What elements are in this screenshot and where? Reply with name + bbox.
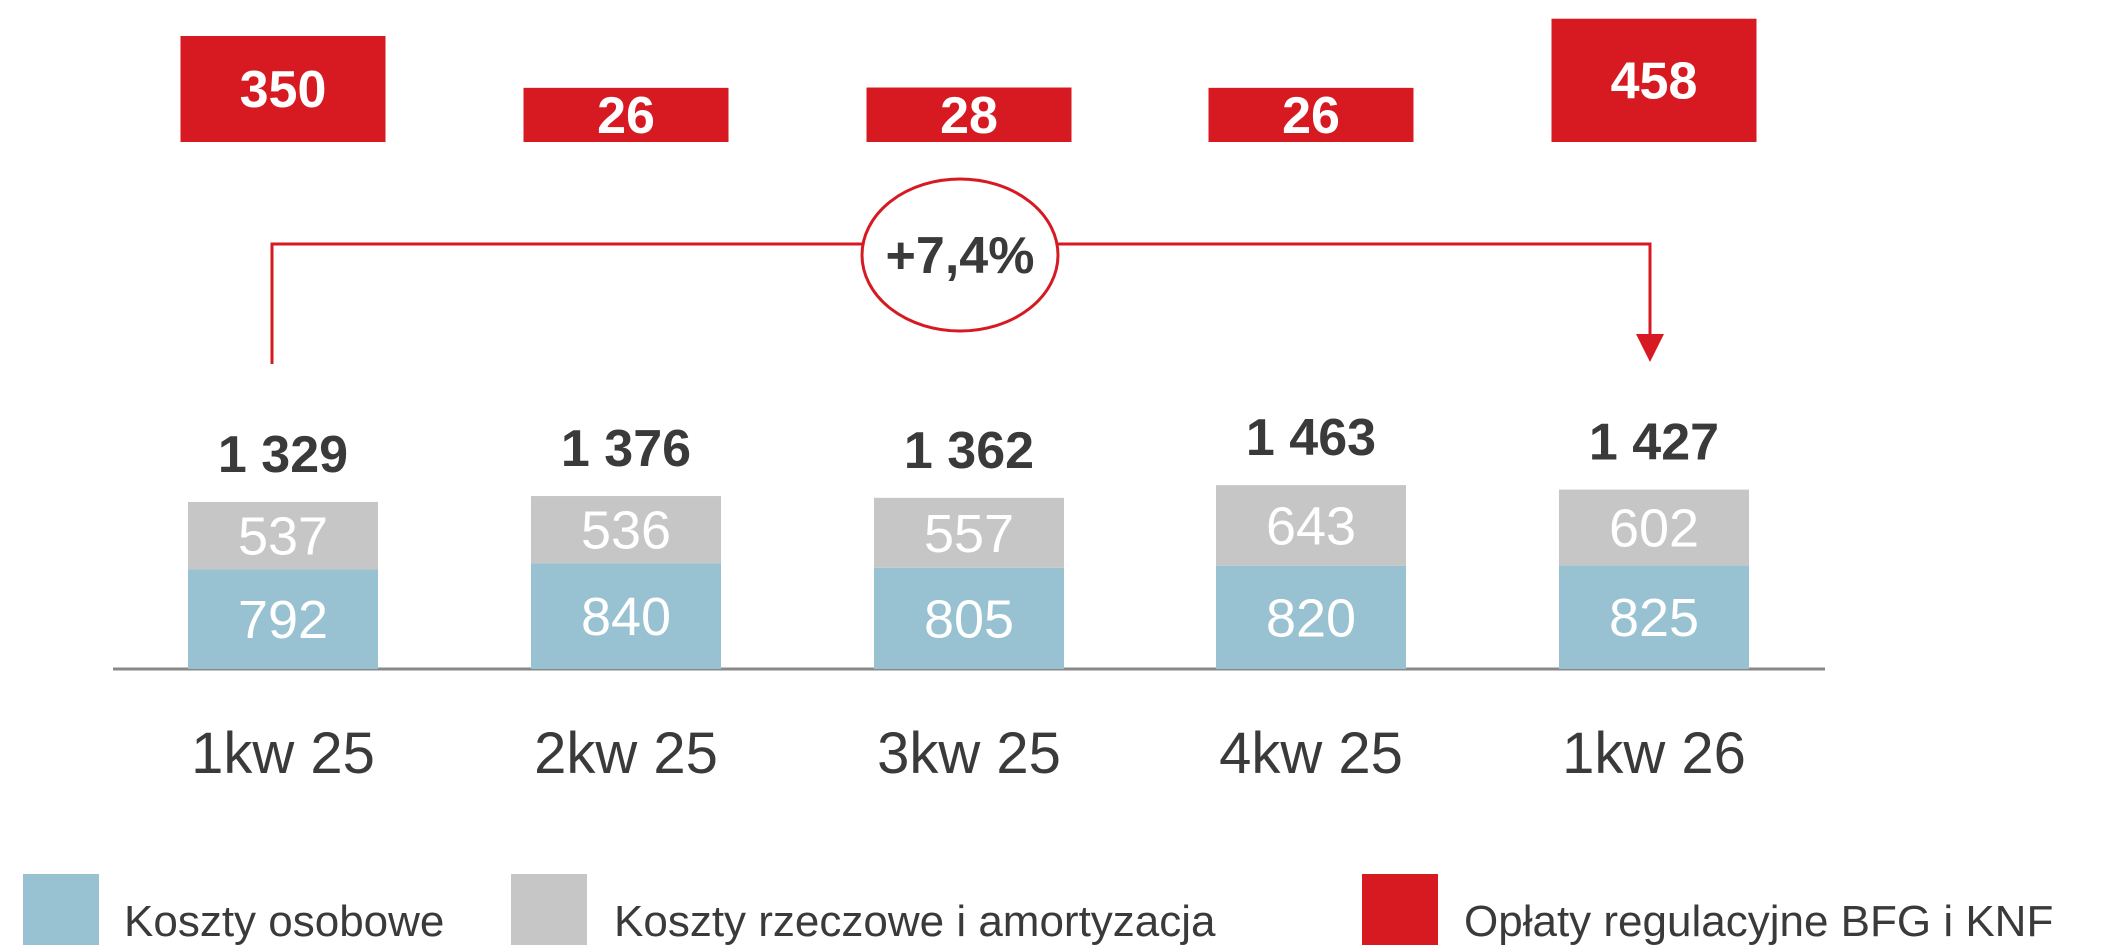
- bar-segment: [1216, 565, 1406, 669]
- fee-label: 26: [597, 87, 655, 145]
- legend-swatch: [23, 874, 99, 945]
- segment-label: 537: [238, 507, 328, 567]
- bar-segment: [1559, 565, 1749, 669]
- segment-label: 557: [924, 504, 1014, 564]
- total-label: 1 427: [1589, 414, 1719, 472]
- legend-swatch: [1362, 874, 1438, 945]
- fee-box: [180, 36, 386, 142]
- bar-segment: [531, 563, 721, 669]
- x-tick-label: 1kw 26: [1562, 721, 1746, 786]
- x-tick-label: 1kw 25: [191, 721, 375, 786]
- x-tick-label: 4kw 25: [1219, 721, 1403, 786]
- segment-label: 805: [924, 589, 1014, 649]
- bar-segment: [188, 501, 378, 570]
- total-label: 1 362: [904, 422, 1034, 480]
- total-label: 1 329: [218, 426, 348, 484]
- fee-box: [866, 87, 1072, 142]
- fee-label: 28: [940, 87, 998, 145]
- bracket: [270, 242, 1652, 364]
- bar-segment: [531, 496, 721, 564]
- arrow-head: [1636, 334, 1664, 362]
- legend-swatch: [511, 874, 587, 945]
- fee-box: [1551, 18, 1757, 142]
- x-tick-label: 3kw 25: [877, 721, 1061, 786]
- bar-segment: [188, 569, 378, 669]
- annotation: +7,4%: [886, 227, 1035, 285]
- segment-label: 536: [581, 501, 671, 561]
- segment-label: 643: [1266, 497, 1356, 557]
- x-tick-label: 2kw 25: [534, 721, 718, 786]
- bar-segment: [874, 567, 1064, 669]
- bar-segment: [874, 497, 1064, 568]
- segment-label: 825: [1609, 588, 1699, 648]
- segment-label: 792: [238, 590, 328, 650]
- segment-label: 602: [1609, 498, 1699, 558]
- bar-segment: [1216, 485, 1406, 566]
- bar-segment: [1559, 489, 1749, 566]
- fee-box: [1208, 87, 1414, 142]
- total-label: 1 376: [561, 420, 691, 478]
- legend-label: Koszty rzeczowe i amortyzacja: [614, 897, 1216, 945]
- fee-label: 26: [1282, 87, 1340, 145]
- legend-label: Opłaty regulacyjne BFG i KNF: [1464, 897, 2053, 945]
- fee-label: 350: [240, 61, 327, 119]
- total-label: 1 463: [1246, 409, 1376, 467]
- annotation-ellipse: [860, 177, 1060, 333]
- segment-label: 820: [1266, 588, 1356, 648]
- segment-label: 840: [581, 587, 671, 647]
- legend-label: Koszty osobowe: [124, 897, 444, 945]
- fee-box: [523, 87, 729, 142]
- fee-label: 458: [1611, 52, 1698, 110]
